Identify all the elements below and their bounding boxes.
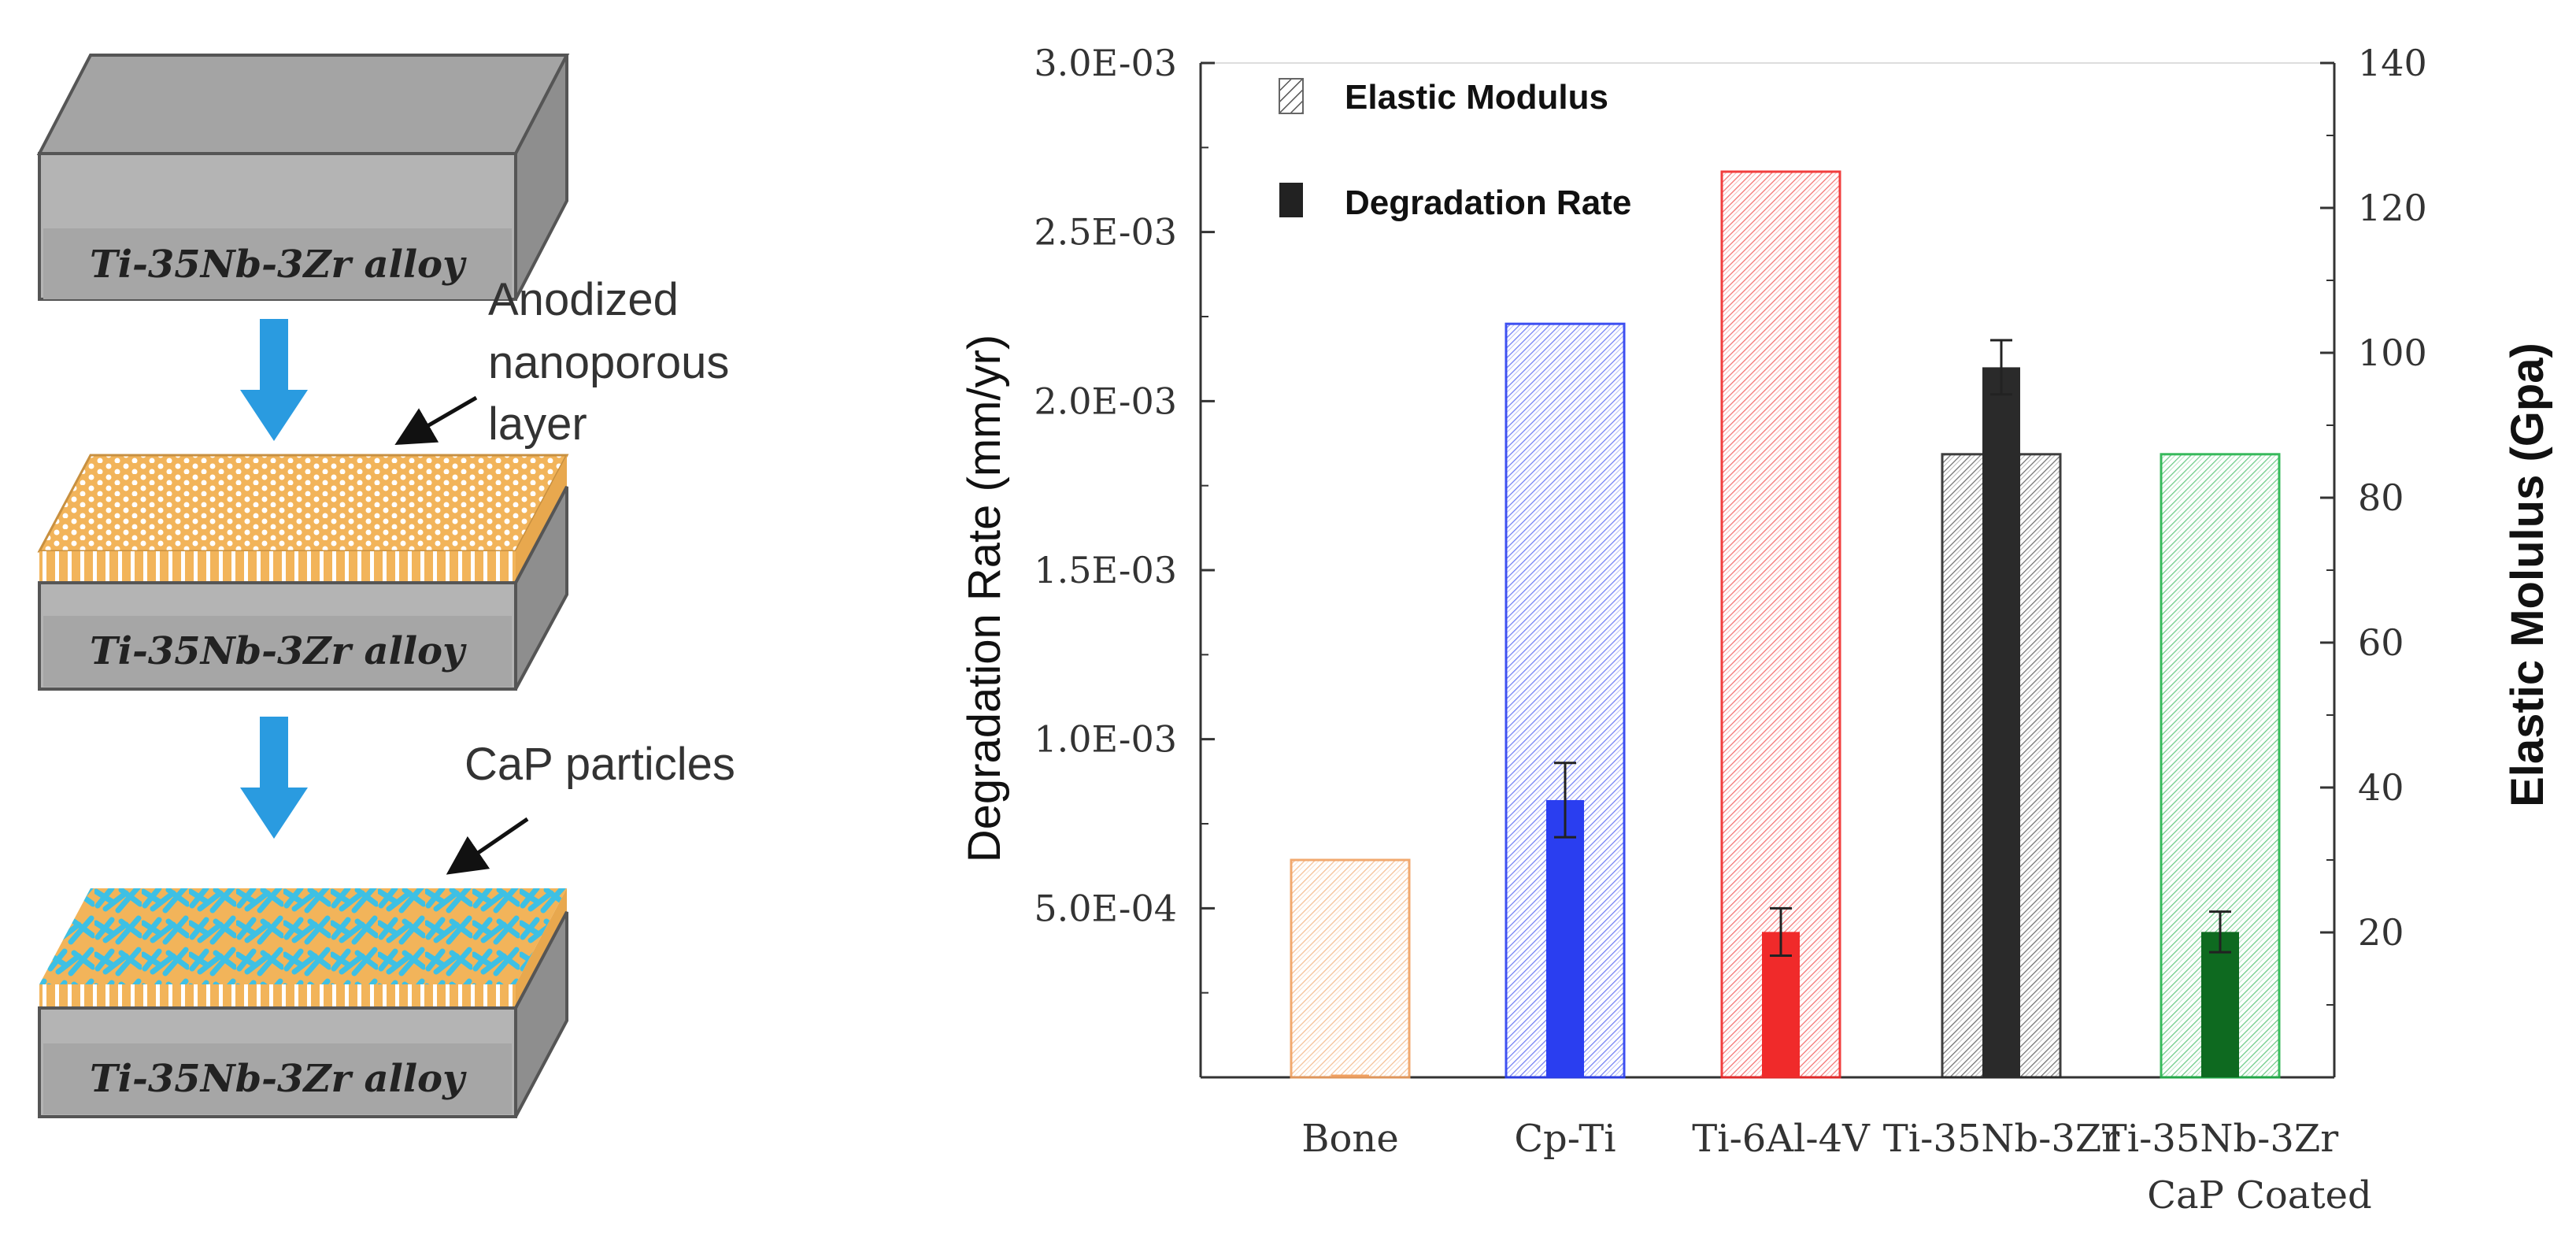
left-tick-label: 1.5E-03 [1034, 549, 1177, 591]
annotation-nanoporous-line1: Anodized [488, 274, 679, 325]
slab-nanoporous-label: Ti-35Nb-3Zr alloy [90, 629, 467, 673]
right-tick-label: 20 [2358, 911, 2404, 954]
nanoporous-side-layer [39, 551, 516, 583]
legend-label-degradation-rate: Degradation Rate [1345, 183, 1631, 222]
chart: Degradation Rate (mm/yr) Elastic Molulus… [959, 42, 2553, 1217]
error-bar-ti-35nb-3zr [1990, 339, 2012, 396]
nanoporous-side-right [516, 455, 567, 583]
annotation-nanoporous: Anodized nanoporous layer [394, 274, 729, 450]
slab-nanoporous-label-box [43, 616, 512, 687]
left-tick-label: 1.0E-03 [1034, 718, 1177, 761]
legend-label-elastic-modulus: Elastic Modulus [1345, 78, 1608, 117]
bar-elastic-modulus-bone [1290, 858, 1411, 1079]
annotation-cap-text: CaP particles [464, 739, 735, 790]
right-axis-ticks: 20 40 60 80 100 120 140 [2320, 42, 2427, 1006]
error-bar-ti-35nb-3zr-cap-coated [2209, 910, 2231, 954]
slab-cap-side [514, 911, 568, 1117]
slab-cap-label: Ti-35Nb-3Zr alloy [90, 1057, 467, 1101]
slab-plain-side [514, 54, 568, 300]
right-tick-label: 80 [2358, 476, 2404, 519]
left-axis-title: Degradation Rate (mm/yr) [959, 335, 1010, 862]
slab-nanoporous: Ti-35Nb-3Zr alloy [37, 454, 569, 691]
legend: Elastic Modulus Degradation Rate [1279, 78, 1631, 222]
bar-degradation-rate-ti-35nb-3zr [1982, 367, 2020, 1077]
slab-plain-label-box [43, 228, 512, 299]
x-tick-label: Ti-35Nb-3Zr [2102, 1117, 2339, 1161]
x-tick-label: CaP Coated [2147, 1173, 2372, 1217]
legend-swatch-elastic-modulus [1279, 78, 1304, 114]
annotation-cap: CaP particles [446, 739, 735, 875]
error-bar-ti-6al-4v [1770, 906, 1792, 957]
right-tick-label: 140 [2358, 42, 2427, 84]
process-arrow-2 [240, 717, 308, 839]
annotation-nanoporous-line3: layer [488, 398, 587, 450]
cap-particles-top [39, 888, 567, 984]
cap-side-layer [39, 984, 516, 1008]
schematic: Ti-35Nb-3Zr alloy Ti-35Nb-3Zr alloy Anod… [36, 54, 735, 1118]
slab-plain: Ti-35Nb-3Zr alloy [36, 54, 570, 301]
annotation-cap-arrow [446, 817, 529, 875]
bar-degradation-rate-ti-35nb-3zr-cap-coated [2201, 932, 2239, 1077]
left-axis-ticks: 5.0E-04 1.0E-03 1.5E-03 2.0E-03 2.5E-03 3.0E-… [1034, 42, 1215, 994]
x-tick-label: Cp-Ti [1514, 1117, 1616, 1161]
x-tick-label: Bone [1301, 1117, 1399, 1161]
x-tick-label: Ti-6Al-4V [1692, 1117, 1871, 1161]
annotation-nanoporous-arrow [394, 395, 478, 446]
left-tick-label: 3.0E-03 [1034, 42, 1177, 84]
annotation-nanoporous-line2: nanoporous [488, 337, 729, 388]
x-axis-labels: Bone Cp-Ti Ti-6Al-4V Ti-35Nb-3ZrTi-35Nb-3Zr… [1301, 1117, 2372, 1217]
slab-cap-label-box [43, 1043, 512, 1114]
right-tick-label: 60 [2358, 621, 2404, 664]
right-tick-label: 100 [2358, 332, 2427, 374]
slab-cap: Ti-35Nb-3Zr alloy [38, 888, 568, 1118]
process-arrow-1 [240, 319, 308, 441]
error-bar-cp-ti [1554, 762, 1576, 839]
cap-side-right [516, 888, 567, 1008]
left-tick-label: 2.5E-03 [1034, 211, 1177, 254]
left-tick-label: 5.0E-04 [1034, 887, 1177, 929]
bars [1290, 170, 2281, 1079]
bar-degradation-rate-cp-ti [1546, 799, 1584, 1077]
right-tick-label: 120 [2358, 187, 2427, 229]
slab-plain-top [36, 54, 570, 155]
slab-nanoporous-side [514, 486, 568, 690]
right-axis-title: Elastic Molulus (Gpa) [2502, 343, 2553, 807]
legend-swatch-degradation-rate [1279, 183, 1303, 217]
right-tick-label: 40 [2358, 766, 2404, 809]
left-tick-label: 2.0E-03 [1034, 380, 1177, 422]
x-tick-label: Ti-35Nb-3Zr [1883, 1117, 2120, 1161]
slab-plain-label: Ti-35Nb-3Zr alloy [90, 243, 467, 287]
nanoporous-top [37, 454, 569, 553]
